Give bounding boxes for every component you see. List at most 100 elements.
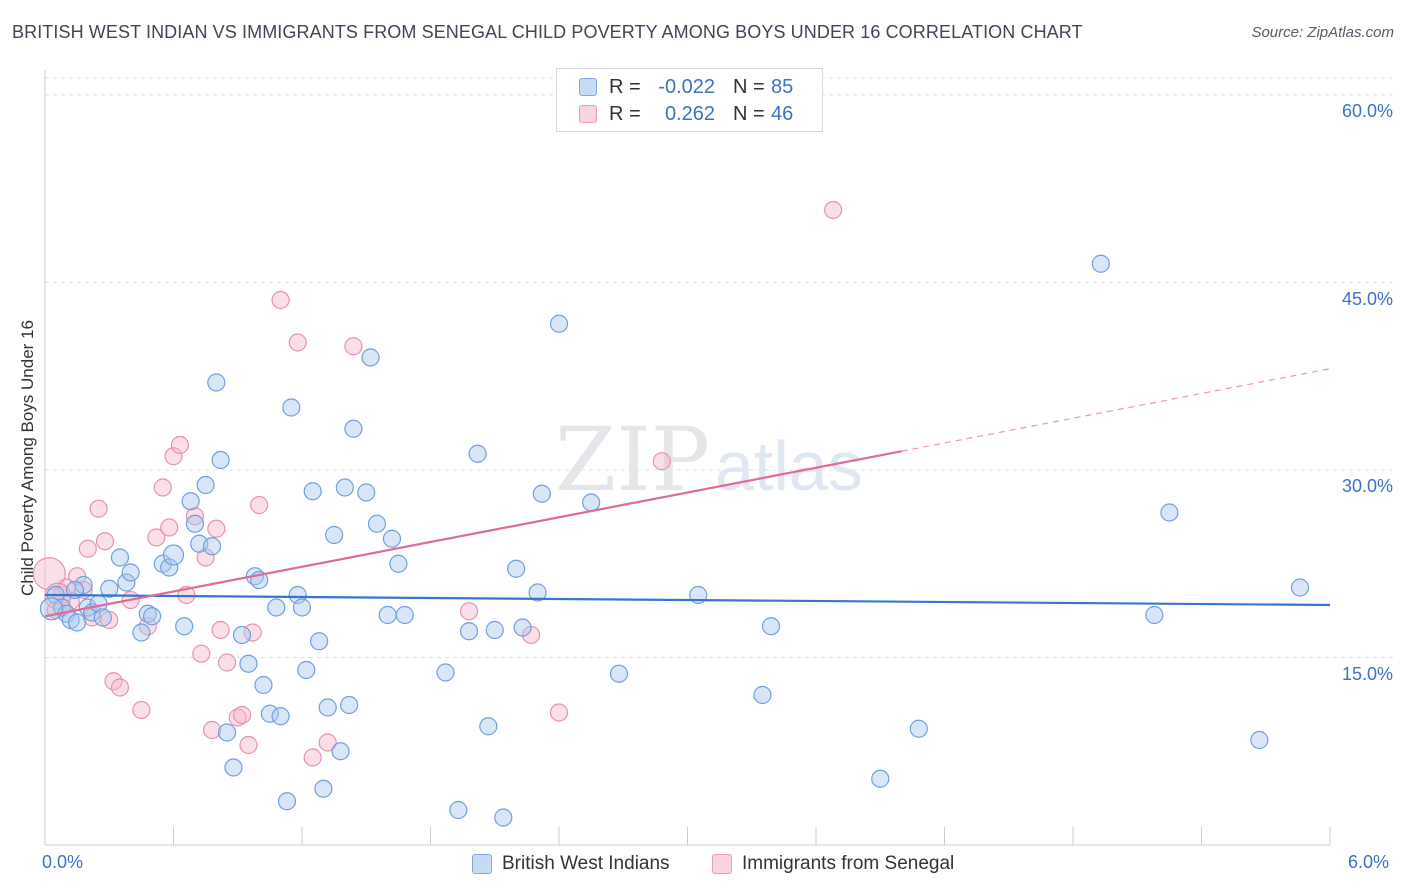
trend-lines xyxy=(44,368,1331,618)
bwi-point xyxy=(297,660,316,680)
bwi-point xyxy=(549,314,569,333)
bwi-point xyxy=(121,563,140,582)
legend-r-value: 0.262 xyxy=(664,102,715,125)
bwi-point xyxy=(271,707,290,726)
bwi-point xyxy=(202,537,222,556)
senegal-point xyxy=(288,333,307,352)
senegal-point xyxy=(202,720,222,740)
correlation-legend: R = -0.022 N = 85 R = 0.262 N = 46 xyxy=(556,68,823,132)
senegal-point xyxy=(318,733,337,752)
bwi-point xyxy=(449,800,468,820)
bwi-point xyxy=(232,625,252,645)
bottom-legend-swatch-pink xyxy=(712,854,732,874)
bwi-point xyxy=(909,719,928,738)
senegal-point xyxy=(147,528,166,547)
bwi-point xyxy=(609,664,629,683)
bwi-point xyxy=(310,632,329,651)
gridlines xyxy=(45,77,1395,658)
senegal-point xyxy=(110,678,130,697)
watermark: ZIP atlas xyxy=(555,408,863,511)
senegal-point xyxy=(164,447,183,466)
bwi-point xyxy=(389,554,408,573)
senegal-point xyxy=(344,337,363,356)
senegal-point xyxy=(250,495,269,515)
y-axis-title: Child Poverty Among Boys Under 16 xyxy=(18,320,37,596)
bwi-point xyxy=(175,617,194,636)
legend-row-senegal: R = 0.262 N = 46 xyxy=(579,102,793,126)
bwi-point xyxy=(160,558,179,577)
bwi-point xyxy=(331,742,350,761)
senegal-point xyxy=(549,703,569,722)
bwi-point xyxy=(132,623,151,642)
bwi-point xyxy=(74,575,93,595)
bwi-point xyxy=(110,548,130,567)
senegal-trend-extension xyxy=(901,368,1331,452)
bwi-point xyxy=(217,723,237,742)
legend-n-value: 85 xyxy=(771,75,794,98)
bwi-point xyxy=(93,608,112,627)
y-tick-label: 60.0% xyxy=(1341,101,1393,121)
bwi-point xyxy=(181,492,200,511)
bwi-point xyxy=(1091,254,1110,273)
y-tick-label: 15.0% xyxy=(1341,663,1393,684)
y-tick-label: 45.0% xyxy=(1341,288,1393,309)
bwi-point xyxy=(344,419,363,438)
y-tick-label: 30.0% xyxy=(1341,476,1393,496)
senegal-point xyxy=(211,620,230,640)
senegal-point xyxy=(192,644,211,663)
bwi-point xyxy=(162,544,185,566)
bwi-point xyxy=(582,493,601,512)
bwi-point xyxy=(761,617,781,636)
watermark-zip: ZIP xyxy=(555,408,710,511)
bwi-point xyxy=(528,583,547,602)
bwi-point xyxy=(494,808,513,827)
senegal-point xyxy=(459,602,479,621)
senegal-point xyxy=(89,499,108,518)
senegal-point xyxy=(824,200,843,220)
bwi-point xyxy=(468,444,487,463)
legend-n-label: N = xyxy=(733,75,765,98)
bwi-point xyxy=(68,613,87,632)
bwi-point xyxy=(117,573,136,592)
bwi-point xyxy=(314,779,333,798)
senegal-point xyxy=(652,452,671,471)
senegal-point xyxy=(217,653,237,672)
senegal-point xyxy=(243,623,262,642)
bwi-point xyxy=(340,695,359,715)
legend-r-value: -0.022 xyxy=(658,75,715,98)
senegal-point xyxy=(303,748,322,767)
bwi-trend-line xyxy=(44,593,1331,607)
bwi-point xyxy=(100,579,119,598)
bwi-point xyxy=(1290,578,1310,597)
senegal-point xyxy=(78,539,97,558)
bwi-point xyxy=(378,605,397,625)
legend-r-label: R = xyxy=(609,75,641,98)
legend-swatch-blue xyxy=(579,78,597,96)
bwi-point xyxy=(871,769,890,788)
bwi-point xyxy=(485,620,504,640)
senegal-point xyxy=(185,507,205,526)
bwi-point xyxy=(395,605,414,625)
senegal-point xyxy=(170,435,190,455)
bwi-point xyxy=(335,478,354,497)
bwi-point xyxy=(479,717,498,736)
bwi-point xyxy=(142,607,162,626)
bwi-point xyxy=(1250,730,1269,750)
legend-n-label: N = xyxy=(733,102,765,125)
bwi-point xyxy=(1145,605,1164,625)
senegal-point xyxy=(207,519,226,538)
chart-source: Source: ZipAtlas.com xyxy=(1251,24,1394,41)
x-axis-min-label: 0.0% xyxy=(42,852,84,872)
bwi-point xyxy=(239,654,258,673)
bwi-point xyxy=(1160,503,1179,522)
bwi-point xyxy=(39,597,64,621)
bwi-point xyxy=(507,559,526,578)
legend-r-label: R = xyxy=(609,102,641,125)
bwi-point xyxy=(318,698,337,717)
bwi-point xyxy=(277,792,297,811)
bwi-points xyxy=(39,254,1310,827)
bwi-point xyxy=(459,622,479,641)
legend-n-value: 46 xyxy=(771,102,794,125)
bottom-legend-bwi: British West Indians xyxy=(472,851,670,877)
